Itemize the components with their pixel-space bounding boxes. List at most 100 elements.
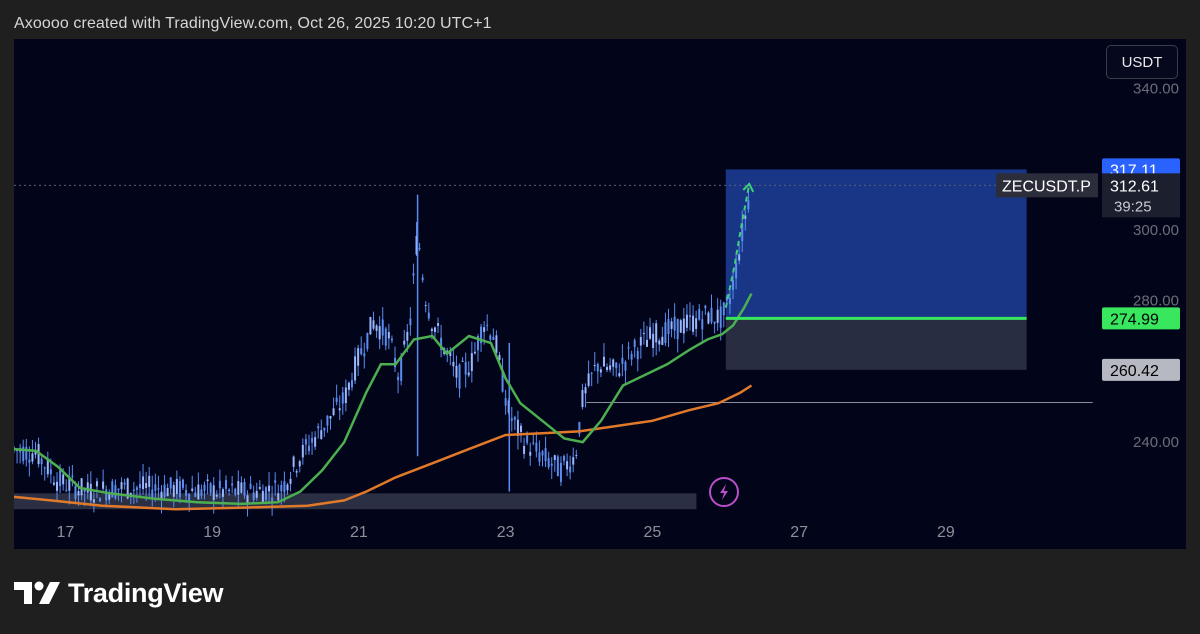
candle-body [421, 277, 424, 281]
candle-body [732, 280, 735, 290]
candle-body [486, 325, 489, 327]
candle-body [461, 360, 464, 362]
y-tick-label: 280.00 [1133, 293, 1179, 310]
candle-body [289, 478, 292, 484]
candle-body [599, 369, 602, 373]
current-price-label: 312.61 [1110, 178, 1159, 195]
candle-body [473, 351, 476, 354]
candle-body [433, 327, 436, 332]
candle-body [307, 445, 310, 452]
candle-body [71, 475, 74, 478]
candle-body [556, 456, 559, 477]
candle-body [43, 467, 46, 469]
candle-body [62, 474, 65, 485]
candle-body [255, 490, 258, 498]
candle-body [704, 305, 707, 309]
candle-body [412, 273, 415, 276]
candle-body [40, 458, 43, 465]
candle-body [467, 372, 470, 376]
candle-body [566, 461, 569, 470]
candle-body [22, 446, 25, 462]
candle-body [538, 452, 541, 462]
lightning-glyph [720, 484, 728, 500]
candle-body [277, 493, 280, 501]
candle-body [363, 353, 366, 357]
candle-body [360, 348, 363, 355]
candle-body [295, 471, 298, 473]
candle-body [618, 373, 621, 377]
candle-body [547, 458, 550, 468]
candle-body [381, 319, 384, 336]
candle-body [304, 439, 307, 445]
candle-body [68, 478, 71, 491]
ema-slow-line[interactable] [14, 384, 753, 511]
candle-body [400, 357, 403, 381]
candle-body [335, 397, 338, 402]
candle-body [728, 297, 731, 305]
candle-body [56, 481, 59, 491]
candle-body [129, 492, 132, 496]
candle-body [347, 382, 350, 390]
price-chart[interactable]: 340.00 300.00 280.00 240.00 17 19 21 23 25 27 29 31… [14, 39, 1186, 549]
chart-area[interactable]: 340.00 300.00 280.00 240.00 17 19 21 23 25 27 29 31… [14, 39, 1186, 549]
candle-body [181, 479, 184, 488]
lightning-icon[interactable] [709, 477, 739, 507]
candle-body [252, 492, 255, 501]
candle-body [470, 353, 473, 372]
candle-body [34, 451, 37, 455]
candle-body [166, 488, 169, 497]
candle-body [639, 336, 642, 346]
candle-body [280, 484, 283, 492]
candle-body [120, 482, 123, 490]
candle-body [246, 495, 249, 503]
candle-body [569, 466, 572, 473]
candle-body [378, 326, 381, 340]
projection-arrowhead [742, 182, 755, 193]
stop-price-label: 260.42 [1110, 363, 1159, 380]
candle-body [575, 455, 578, 457]
candle-body [621, 357, 624, 364]
chart-attribution: Axoooo created with TradingView.com, Oct… [14, 15, 492, 32]
candle-body [123, 482, 126, 485]
candle-body [332, 408, 335, 416]
entry-price-badge[interactable] [1102, 307, 1180, 330]
stop-price-badge[interactable] [1102, 358, 1180, 381]
candle-body [369, 317, 372, 335]
candle-body [581, 389, 584, 408]
candle-body [679, 320, 682, 333]
candle-body [483, 327, 486, 332]
candle-body [237, 481, 240, 495]
candle-body [375, 325, 378, 331]
projection-arrow[interactable] [724, 183, 751, 308]
stop-zone[interactable] [725, 318, 1027, 370]
current-price-badge[interactable] [1102, 173, 1180, 218]
candle-body [673, 316, 676, 331]
candle-body [218, 480, 221, 489]
candle-body [624, 361, 627, 371]
candle-body [667, 318, 670, 335]
candle-body [89, 483, 92, 501]
candle-body [713, 321, 716, 324]
candle-body [350, 380, 353, 388]
candle-body [215, 494, 218, 497]
candle-body [716, 309, 719, 323]
candle-body [480, 326, 483, 344]
candle-body [609, 365, 612, 370]
candle-body [535, 442, 538, 452]
candle-body [148, 475, 151, 487]
candle-body [329, 416, 332, 419]
candle-body [587, 373, 590, 386]
candle-body [645, 339, 648, 347]
x-tick-label: 25 [643, 524, 661, 541]
candle-body [163, 484, 166, 498]
candle-body [563, 455, 566, 461]
currency-button[interactable]: USDT [1106, 45, 1178, 79]
candle-body [476, 336, 479, 351]
base-zone [14, 493, 697, 510]
symbol-badge[interactable] [996, 173, 1098, 198]
candle-body [191, 488, 194, 491]
candle-body [510, 418, 513, 421]
candle-body [519, 425, 522, 432]
ema-fast-line[interactable] [14, 293, 753, 506]
target-zone[interactable] [725, 169, 1027, 319]
